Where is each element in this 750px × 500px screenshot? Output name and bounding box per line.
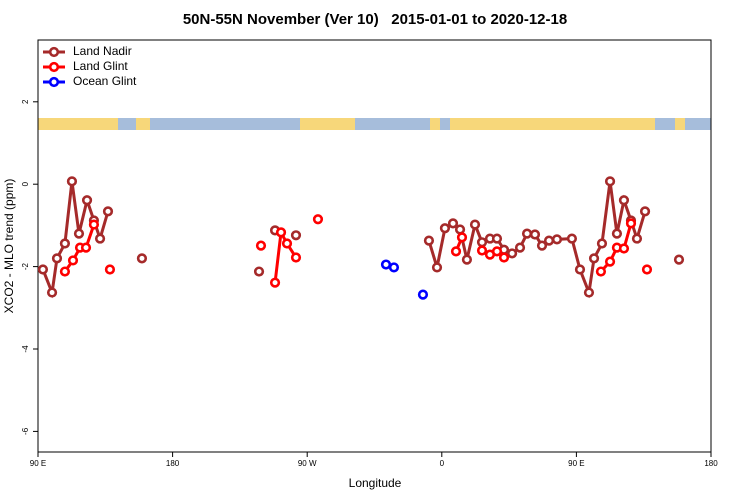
y-axis-label: XCO2 - MLO trend (ppm): [2, 179, 16, 314]
data-point: [673, 254, 685, 265]
data-point: [450, 246, 462, 257]
legend-marker: [48, 46, 60, 58]
legend-marker: [48, 61, 60, 73]
y-tick-label: 0: [21, 181, 30, 186]
ocean-strip: [655, 118, 675, 130]
y-tick-label: 2: [21, 99, 30, 104]
data-point: [275, 227, 287, 238]
data-point: [104, 264, 116, 275]
y-tick-label: -6: [21, 427, 30, 435]
data-point: [491, 233, 503, 244]
ocean-strip: [440, 118, 450, 130]
data-point: [551, 234, 563, 245]
data-point: [604, 176, 616, 187]
data-point: [312, 214, 324, 225]
data-point: [583, 287, 595, 298]
land-mask: [38, 118, 711, 130]
data-point: [588, 253, 600, 264]
data-point: [543, 235, 555, 246]
data-point: [514, 242, 526, 253]
data-point: [596, 238, 608, 249]
data-point: [447, 218, 459, 229]
data-point: [498, 252, 510, 263]
data-point: [431, 262, 443, 273]
chart-title: 50N-55N November (Ver 10) 2015-01-01 to …: [183, 11, 567, 28]
data-point: [611, 228, 623, 239]
data-point: [439, 223, 451, 234]
data-point: [67, 255, 79, 266]
y-tick-label: -2: [21, 262, 30, 270]
data-point: [388, 262, 400, 273]
data-point: [574, 264, 586, 275]
data-point: [469, 219, 481, 230]
data-point: [506, 248, 518, 259]
data-point: [491, 246, 503, 257]
data-point: [66, 176, 78, 187]
data-point: [618, 243, 630, 254]
ocean-strip: [150, 118, 300, 130]
data-point: [529, 229, 541, 240]
series-line: [41, 181, 110, 299]
data-point: [631, 233, 643, 244]
data-point: [476, 245, 488, 256]
data-point: [595, 266, 607, 277]
data-point: [456, 232, 468, 243]
data-point: [136, 253, 148, 264]
legend-marker: [48, 76, 60, 88]
data-point: [269, 277, 281, 288]
data-point: [566, 233, 578, 244]
data-point: [618, 195, 630, 206]
x-tick-label: 180: [166, 459, 180, 468]
data-point: [476, 237, 488, 248]
data-point: [59, 266, 71, 277]
data-point: [290, 230, 302, 241]
legend-label: Ocean Glint: [73, 74, 137, 88]
data-point: [536, 240, 548, 251]
x-tick-label: 90 E: [568, 459, 584, 468]
data-point: [423, 235, 435, 246]
series-line: [273, 227, 298, 283]
legend-label: Land Glint: [73, 59, 128, 73]
data-point: [80, 242, 92, 253]
x-axis-label: Longitude: [349, 476, 402, 490]
x-tick-label: 180: [704, 459, 718, 468]
data-point: [255, 240, 267, 251]
data-point: [253, 266, 265, 277]
data-point: [461, 254, 473, 265]
data-point: [46, 287, 58, 298]
x-tick-label: 0: [440, 459, 445, 468]
legend-label: Land Nadir: [73, 44, 132, 58]
data-point: [625, 218, 637, 229]
x-tick-label: 90 W: [298, 459, 317, 468]
data-point: [88, 219, 100, 230]
data-point: [454, 224, 466, 235]
ocean-strip: [118, 118, 136, 130]
y-tick-label: -4: [21, 345, 30, 353]
data-point: [37, 264, 49, 275]
data-point: [281, 238, 293, 249]
data-point: [639, 206, 651, 217]
data-point: [521, 228, 533, 239]
data-point: [290, 252, 302, 263]
data-point: [604, 256, 616, 267]
data-point: [102, 206, 114, 217]
data-point: [641, 264, 653, 275]
data-point: [81, 195, 93, 206]
data-point: [94, 233, 106, 244]
data-point: [417, 289, 429, 300]
ocean-strip: [355, 118, 430, 130]
data-point: [380, 259, 392, 270]
ocean-strip: [685, 118, 711, 130]
data-point: [59, 238, 71, 249]
plot-frame: [37, 39, 712, 453]
data-point: [73, 228, 85, 239]
x-tick-label: 90 E: [30, 459, 46, 468]
data-point: [51, 253, 63, 264]
